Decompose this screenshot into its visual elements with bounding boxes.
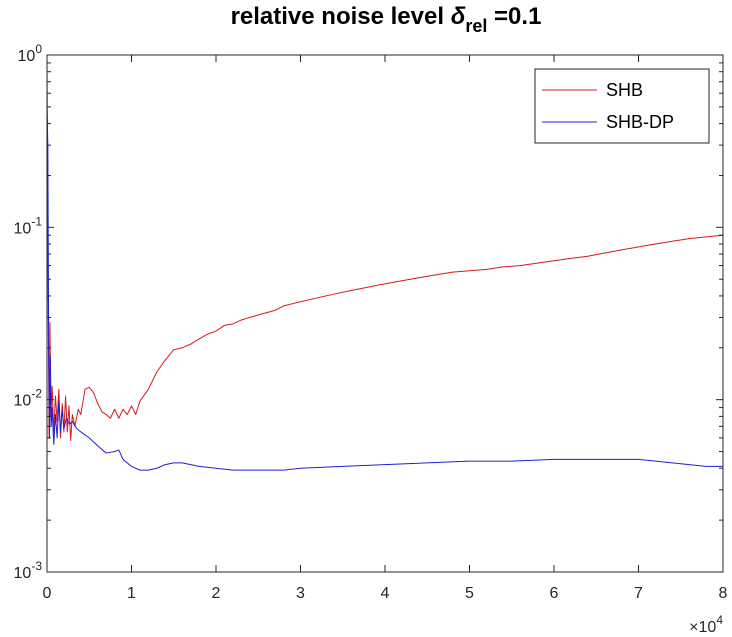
x-tick-label: 0: [43, 585, 52, 602]
chart-title-symbol: δ: [451, 3, 466, 30]
y-tick-label: 10-1: [14, 214, 43, 237]
y-tick-label: 100: [18, 42, 43, 65]
series-line-shb: [47, 58, 723, 441]
legend-label-shb: SHB: [606, 80, 643, 100]
x-exponent-label: ×104: [689, 613, 723, 636]
series-line-shb-dp: [47, 106, 723, 471]
x-tick-label: 3: [296, 585, 305, 602]
chart-title: relative noise level δrel =0.1: [231, 3, 542, 36]
legend: SHB SHB-DP: [534, 68, 710, 144]
x-tick-label: 4: [381, 585, 390, 602]
x-tick-label: 8: [719, 585, 728, 602]
x-tick-label: 7: [634, 585, 643, 602]
chart-title-suffix: =0.1: [487, 3, 541, 30]
y-tick-label: 10-3: [14, 559, 43, 582]
chart-title-prefix: relative noise level: [231, 3, 451, 30]
x-tick-label: 2: [212, 585, 221, 602]
x-tick-label: 1: [127, 585, 136, 602]
x-tick-label: 6: [550, 585, 559, 602]
chart-title-subscript: rel: [465, 16, 487, 36]
x-tick-label: 5: [465, 585, 474, 602]
legend-box: [534, 68, 710, 144]
y-tick-label: 10-2: [14, 387, 43, 410]
legend-label-shb-dp: SHB-DP: [606, 112, 674, 132]
